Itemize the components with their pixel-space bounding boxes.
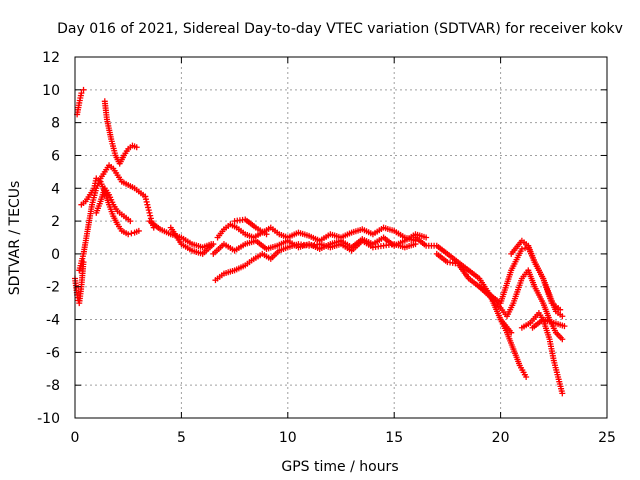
series-track-d [78, 175, 142, 238]
y-tick-label: 0 [51, 247, 60, 263]
data-point [145, 207, 152, 214]
y-tick-label: 10 [42, 83, 60, 99]
data-point [210, 241, 217, 248]
x-tick-label: 5 [177, 430, 186, 446]
axis-ticks: 0 5 10 15 20 25 -10 -8 -6 -4 -2 0 2 4 6 8 10 12 [37, 50, 616, 446]
series-track-r [497, 316, 530, 380]
x-tick-label: 15 [385, 430, 403, 446]
data-point [127, 218, 134, 225]
y-tick-label: 12 [42, 50, 60, 66]
data-point [125, 231, 132, 238]
series-track-j [214, 221, 419, 244]
series-track-q [508, 237, 566, 320]
y-axis-label: SDTVAR / TECUs [7, 181, 23, 296]
data-point [80, 86, 87, 93]
y-tick-label: -4 [46, 313, 60, 329]
y-tick-label: -8 [46, 378, 60, 394]
x-tick-label: 25 [598, 430, 616, 446]
data-point [142, 196, 149, 203]
x-axis-label: GPS time / hours [281, 459, 398, 475]
chart-title: Day 016 of 2021, Sidereal Day-to-day VTE… [57, 21, 623, 37]
x-tick-label: 10 [279, 430, 297, 446]
data-point [145, 204, 152, 211]
x-tick-label: 20 [492, 430, 510, 446]
data-point [559, 390, 566, 397]
series-track-e [101, 98, 140, 167]
data-point [142, 193, 149, 200]
data-point [423, 234, 430, 241]
data-point [412, 241, 419, 248]
series-track-f [93, 185, 134, 225]
series-track-i [167, 224, 217, 257]
data-point [523, 373, 530, 380]
series-track-p [476, 267, 566, 343]
series-track-b [74, 86, 87, 118]
y-tick-label: -2 [46, 280, 60, 296]
data-point [146, 209, 153, 216]
y-tick-label: -10 [37, 411, 60, 427]
data-point [133, 144, 140, 151]
data-point [561, 323, 568, 330]
x-tick-label: 0 [71, 430, 80, 446]
y-tick-label: -6 [46, 345, 60, 361]
data-point [135, 227, 142, 234]
y-tick-label: 4 [51, 181, 60, 197]
data-point [263, 231, 270, 238]
data-series [72, 86, 568, 397]
data-point [559, 313, 566, 320]
y-tick-label: 8 [51, 116, 60, 132]
series-track-l [212, 237, 419, 284]
data-point [144, 201, 151, 208]
y-tick-label: 2 [51, 214, 60, 230]
data-point [147, 212, 154, 219]
data-point [518, 245, 525, 252]
data-point [128, 230, 135, 237]
y-tick-label: 6 [51, 148, 60, 164]
series-track-t [529, 316, 568, 331]
data-point [143, 198, 150, 205]
data-point [78, 90, 85, 97]
plot-frame [74, 56, 608, 419]
series-track-m [231, 216, 270, 238]
data-point [559, 336, 566, 343]
